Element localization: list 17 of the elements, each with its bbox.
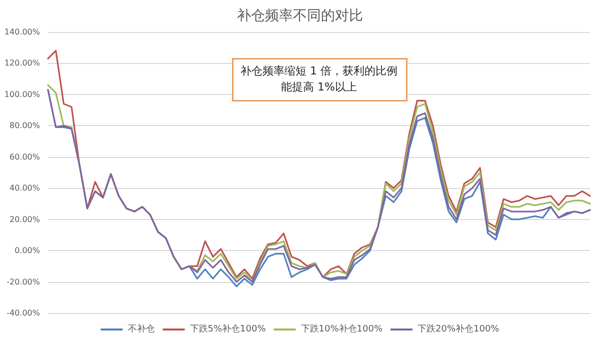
y-tick-label: 80.00% xyxy=(9,121,40,130)
legend-label: 下跌20%补仓100% xyxy=(418,324,500,334)
y-tick-label: 60.00% xyxy=(9,152,40,162)
annotation: 能提高 1%以上 xyxy=(281,80,357,94)
y-tick-label: 140.00% xyxy=(4,28,40,36)
legend-label: 下跌10%补仓100% xyxy=(300,324,383,334)
y-tick-label: -20.00% xyxy=(6,277,40,286)
y-tick-label: 120.00% xyxy=(4,58,40,68)
legend-label: 不补仓 xyxy=(128,324,155,334)
annotation: 补仓频率缩短 1 倍，获利的比例 xyxy=(240,64,398,78)
y-tick-label: 0.00% xyxy=(14,246,40,256)
y-tick-label: 100.00% xyxy=(4,90,40,99)
chart-title: 补仓频率不同的对比 xyxy=(237,8,363,24)
y-tick-label: 40.00% xyxy=(9,184,40,193)
y-tick-label: 20.00% xyxy=(9,214,40,224)
y-tick-label: -40.00% xyxy=(6,308,40,318)
legend-label: 下跌5%补仓100% xyxy=(190,324,266,334)
